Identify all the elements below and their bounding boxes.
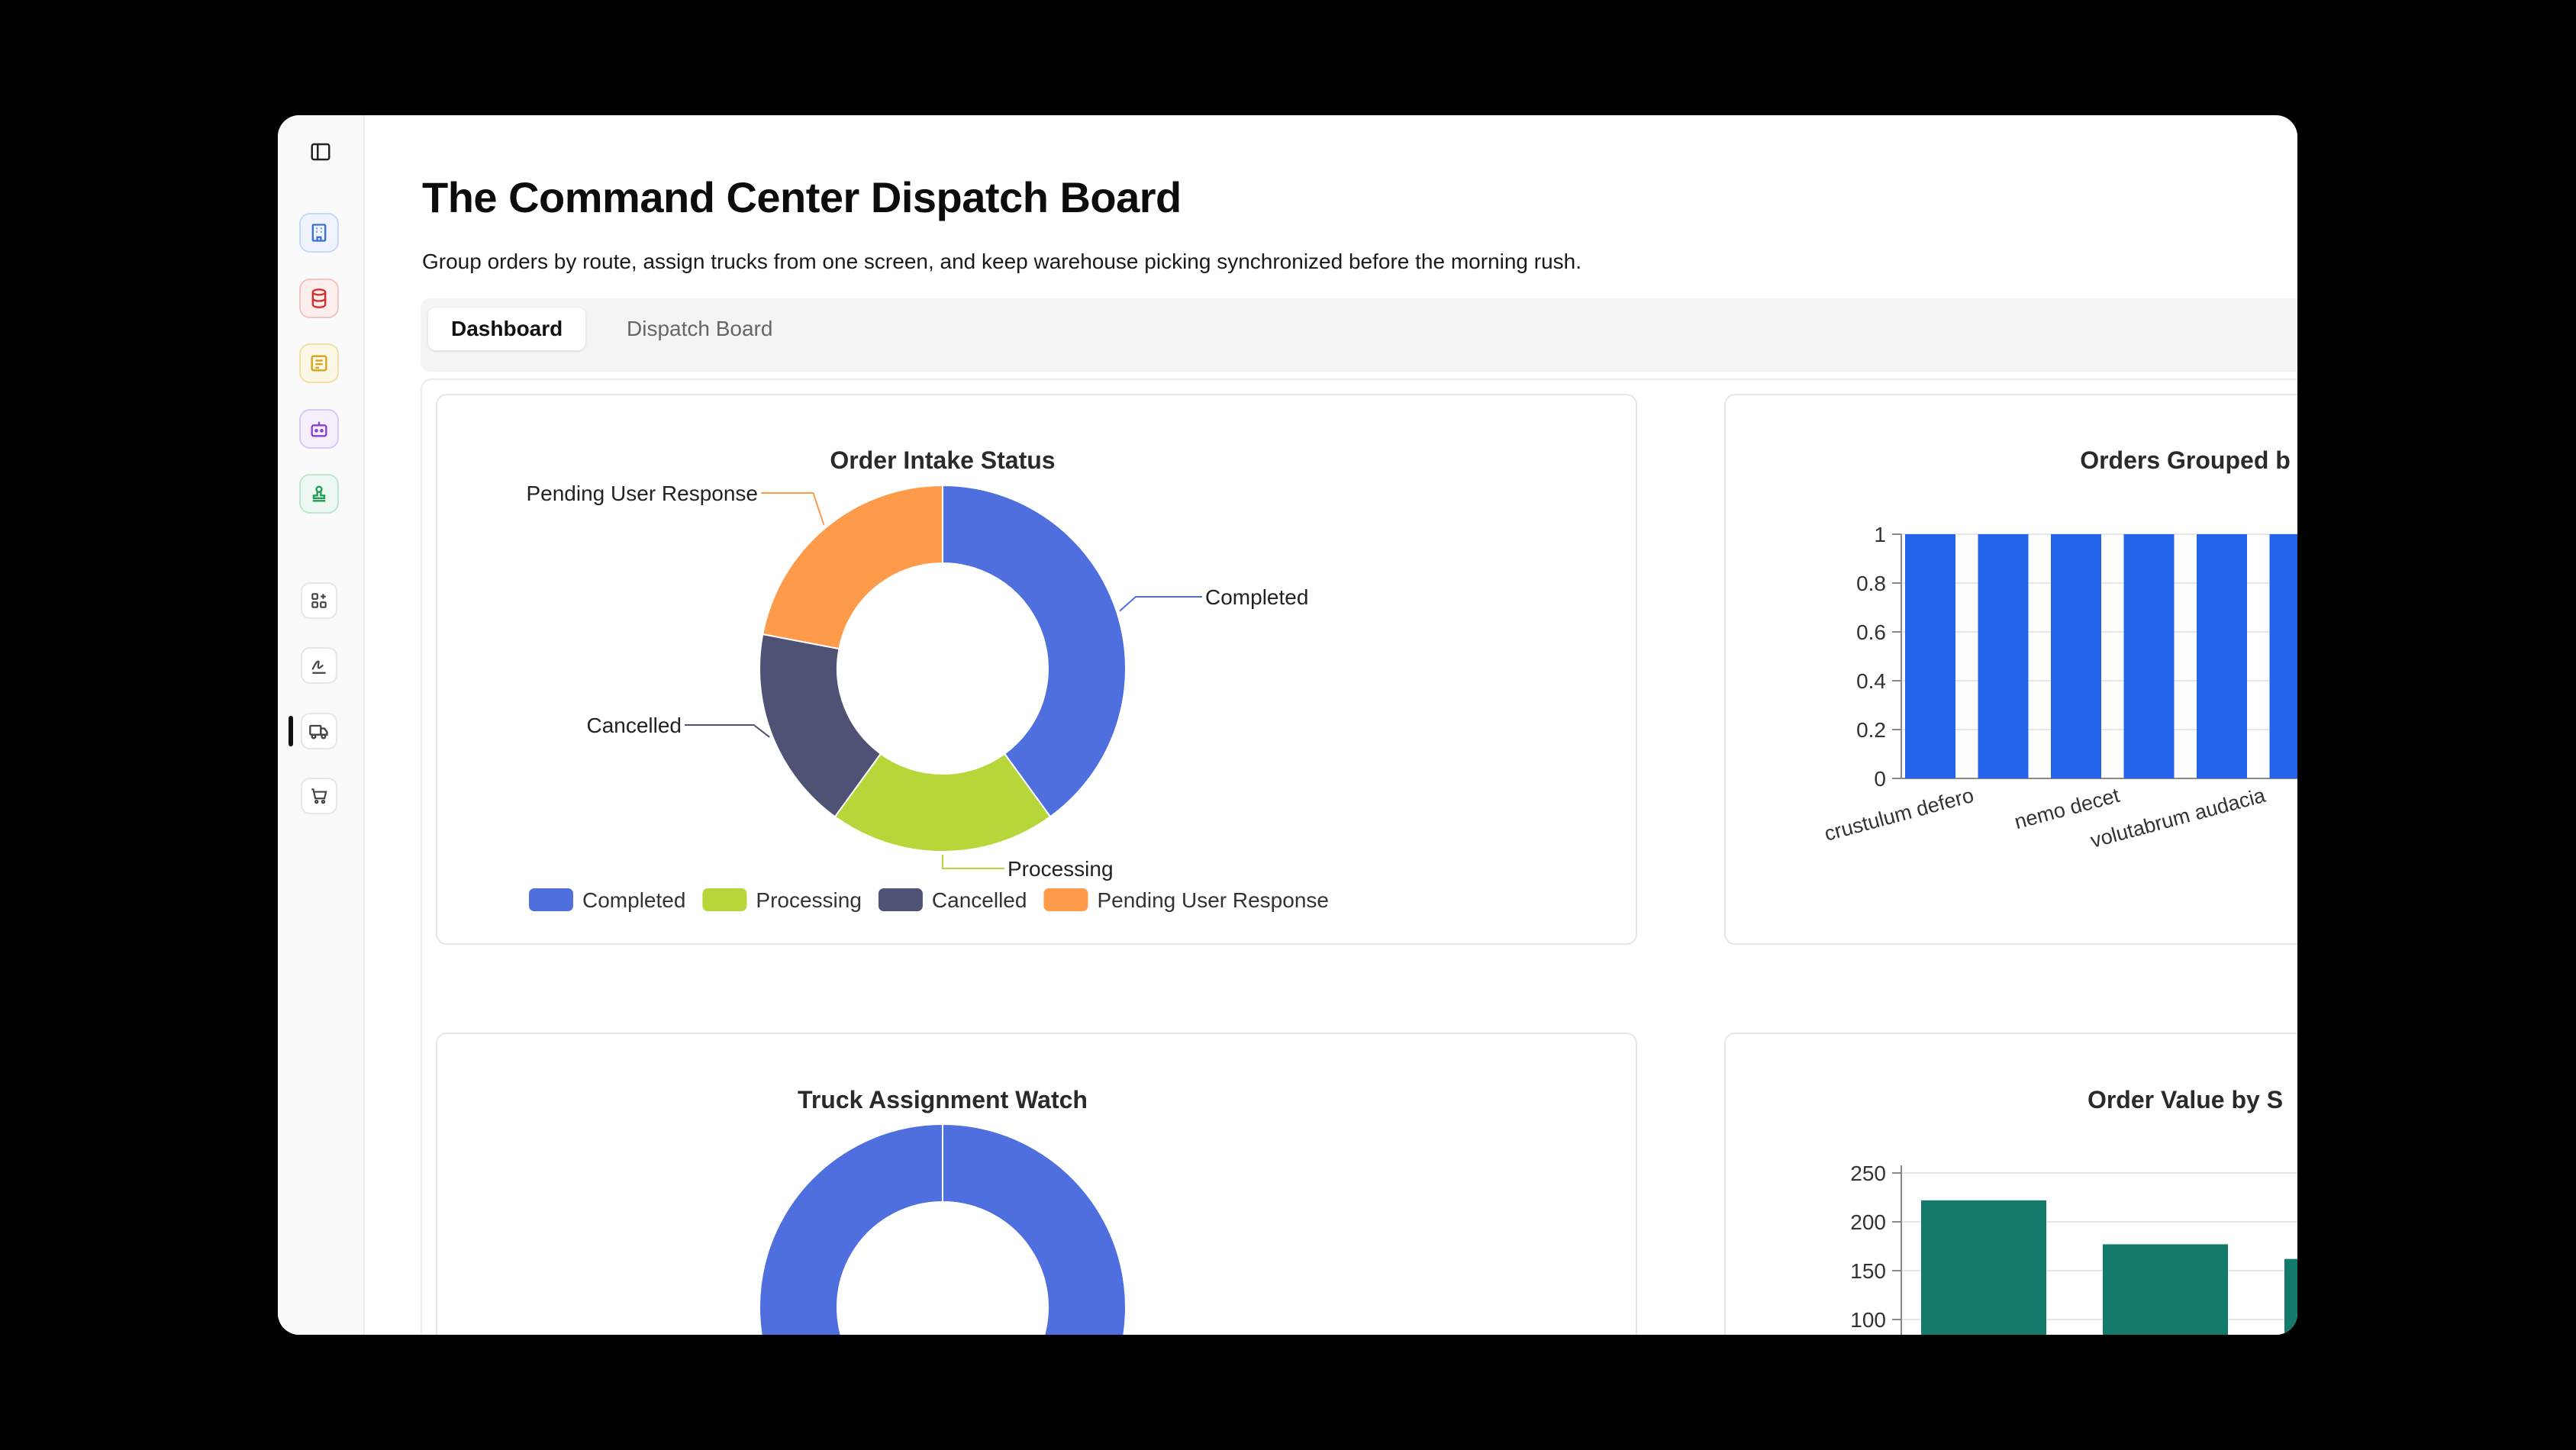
- y-tick-label: 0: [1874, 767, 1886, 791]
- stamp-icon[interactable]: [299, 474, 339, 514]
- order-intake-chart: Completed Processing Cancelled Pending User…: [526, 482, 1329, 912]
- order-value-card: Order Value by S 100 150 200 250: [1724, 1033, 2297, 1335]
- chart-title: Orders Grouped b: [2080, 446, 2291, 474]
- slice-label: Pending User Response: [526, 482, 758, 505]
- y-tick-label: 0.8: [1856, 572, 1886, 595]
- legend-label[interactable]: Cancelled: [932, 888, 1027, 912]
- leader-line: [761, 492, 825, 526]
- y-tick-label: 1: [1874, 523, 1886, 546]
- bar[interactable]: [2269, 534, 2298, 778]
- order-intake-card: Order Intake Status Completed Processing C…: [436, 394, 1637, 945]
- main-content: The Command Center Dispatch Board Group …: [363, 115, 2297, 1335]
- app-window: The Command Center Dispatch Board Group …: [278, 115, 2297, 1335]
- form-icon[interactable]: [299, 343, 339, 383]
- building-icon[interactable]: [299, 213, 339, 253]
- chart-title: Order Value by S: [2087, 1086, 2284, 1113]
- slice[interactable]: [759, 1123, 1127, 1335]
- slice-pending-user-response[interactable]: [762, 484, 943, 650]
- truck-icon[interactable]: [301, 713, 337, 749]
- leader-line: [942, 855, 1004, 869]
- leader-line: [685, 724, 770, 738]
- dashboard-panel: Order Intake Status Completed Processing C…: [421, 379, 2297, 1335]
- bar[interactable]: [2051, 534, 2101, 778]
- truck-assignment-card: Truck Assignment Watch: [436, 1033, 1637, 1335]
- y-tick-label: 250: [1850, 1162, 1886, 1185]
- page-title: The Command Center Dispatch Board: [422, 173, 1182, 221]
- legend-label[interactable]: Pending User Response: [1097, 888, 1329, 912]
- chart-title: Truck Assignment Watch: [798, 1086, 1088, 1113]
- legend-swatch: [1043, 888, 1088, 911]
- database-icon[interactable]: [299, 279, 339, 318]
- legend-label[interactable]: Processing: [756, 888, 862, 912]
- slice-completed[interactable]: [942, 484, 1127, 818]
- orders-grouped-card: Orders Grouped b 0 0.2 0.4 0.6 0.8 1 crustulum…: [1724, 394, 2297, 945]
- active-indicator: [289, 716, 293, 746]
- bar[interactable]: [1921, 1200, 2046, 1335]
- legend-label[interactable]: Completed: [582, 888, 685, 912]
- truck-assignment-chart: [759, 1123, 1127, 1335]
- order-value-chart: 100 150 200 250: [1850, 1162, 2297, 1335]
- tab-dispatch-board[interactable]: Dispatch Board: [627, 317, 773, 340]
- y-tick-label: 200: [1850, 1210, 1886, 1234]
- legend-swatch: [529, 888, 573, 911]
- legend-swatch: [878, 888, 923, 911]
- y-tick-label: 150: [1850, 1259, 1886, 1283]
- y-tick-label: 0.4: [1856, 669, 1886, 693]
- y-tick-label: 0.6: [1856, 620, 1886, 644]
- page-subtitle: Group orders by route, assign trucks fro…: [422, 250, 1582, 273]
- leader-line: [1119, 596, 1202, 612]
- tab-bar: Dashboard Dispatch Board: [421, 298, 2297, 372]
- slice-label: Processing: [1008, 857, 1114, 881]
- bar[interactable]: [2197, 534, 2247, 778]
- bar[interactable]: [2284, 1258, 2297, 1335]
- signature-icon[interactable]: [301, 647, 337, 684]
- bot-icon[interactable]: [299, 409, 339, 449]
- sidebar: [278, 115, 365, 1335]
- slice-label: Completed: [1205, 585, 1308, 609]
- bar[interactable]: [2123, 534, 2175, 778]
- slice-label: Cancelled: [586, 714, 682, 737]
- chart-title: Order Intake Status: [830, 446, 1056, 474]
- cart-icon[interactable]: [301, 778, 337, 814]
- sidebar-toggle-icon[interactable]: [307, 138, 334, 166]
- bar[interactable]: [2103, 1244, 2228, 1335]
- y-tick-label: 100: [1850, 1308, 1886, 1332]
- widgets-icon[interactable]: [301, 582, 337, 619]
- legend-swatch: [702, 888, 747, 911]
- slice-cancelled[interactable]: [759, 633, 882, 818]
- bar[interactable]: [1905, 534, 1955, 778]
- slice-processing[interactable]: [833, 752, 1052, 852]
- tab-dashboard[interactable]: Dashboard: [428, 308, 586, 350]
- y-tick-label: 0.2: [1856, 718, 1886, 742]
- x-tick-label: crustulum defero: [1822, 784, 1976, 846]
- bar[interactable]: [1978, 534, 2029, 778]
